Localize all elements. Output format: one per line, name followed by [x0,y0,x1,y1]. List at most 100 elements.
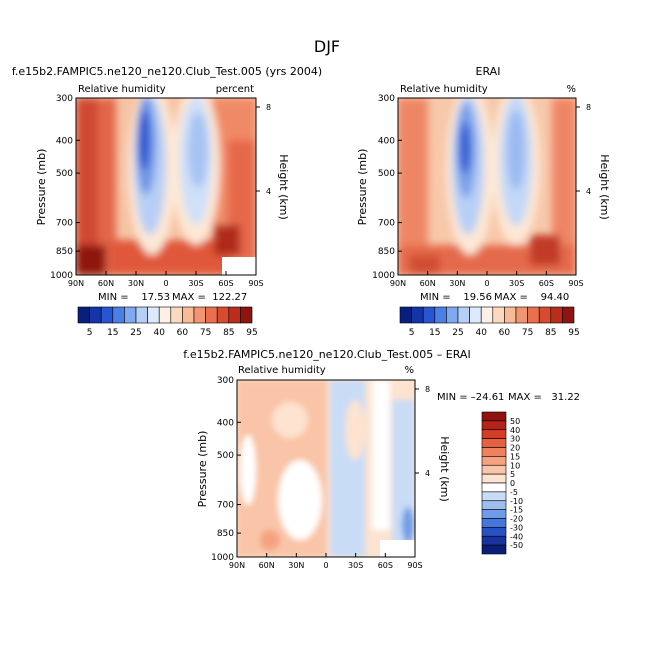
colorbar-box [112,306,125,324]
colorbar-box [170,306,183,324]
colorbar-label: -5 [510,488,518,497]
colorbar-box [481,491,507,502]
colorbar-box [481,544,507,555]
y2-tick-label: 4 [586,187,591,196]
y-tick-label: 400 [56,136,73,146]
panel-model-variable-label: Relative humidity [78,84,166,95]
colorbar-box [135,306,148,324]
y-tick-label: 700 [217,501,234,511]
panel-model-field [76,98,256,275]
colorbar-label: 25 [130,328,141,338]
y2-tick-label: 8 [266,103,271,112]
colorbar-box [538,306,552,324]
colorbar-box [434,306,447,324]
colorbar-box [504,306,517,324]
y-tick-label: 500 [56,169,73,179]
x-tick-label: 30S [509,279,524,288]
panel-erai-variable-label: Relative humidity [400,84,488,95]
x-tick-label: 90N [229,561,245,570]
colorbar-box [457,306,470,324]
y-tick-label: 1000 [50,271,73,281]
y-tick-label: 850 [378,247,395,257]
colorbar-label: 5 [87,328,93,338]
x-tick-label: 60N [98,279,114,288]
colorbar-label: 0 [510,479,515,488]
colorbar-box [481,527,507,537]
x-tick-label: 90S [407,561,422,570]
colorbar-box [89,306,102,324]
colorbar-box [492,306,505,324]
panel-model-colorbar: 5 15 25 40 60 75 85 95 [77,306,258,338]
colorbar-box [481,447,507,457]
x-tick-label: 30S [348,561,363,570]
colorbar-box [240,306,253,324]
x-tick-label: 30N [449,279,465,288]
panel-erai-y2label: Height (km) [598,154,611,220]
colorbar-box [228,306,241,324]
panel-erai-max: MAX = 94.40 [494,292,569,303]
colorbar-label: -50 [510,541,523,550]
colorbar-box [481,518,507,528]
colorbar-label: -10 [510,497,523,506]
x-tick-label: 90N [68,279,84,288]
x-tick-label: 60S [378,561,393,570]
colorbar-box [481,509,507,519]
colorbar-box [124,306,137,324]
y-tick-label: 500 [378,169,395,179]
colorbar-label: 95 [246,328,257,338]
colorbar-box [77,306,90,324]
colorbar-box [411,306,424,324]
colorbar-label: 50 [510,417,520,426]
colorbar-box [562,306,575,324]
colorbar-box [422,306,436,324]
x-tick-label: 60N [259,561,275,570]
colorbar-box [469,306,482,324]
colorbar-label: 15 [510,452,520,461]
colorbar-box [481,500,507,510]
colorbar-label: 40 [475,328,487,338]
panel-diff-y2label: Height (km) [438,436,451,502]
colorbar-label: 60 [177,328,189,338]
colorbar-box [216,306,230,324]
y-tick-label: 400 [217,418,234,428]
colorbar-box [193,306,206,324]
y-tick-label: 700 [378,219,395,229]
colorbar-label: 85 [223,328,234,338]
x-tick-label: 60N [420,279,436,288]
y-tick-label: 1000 [211,553,234,563]
panel-diff-title: f.e15b2.FAMPIC5.ne120_ne120.Club_Test.00… [183,348,470,361]
colorbar-label: -30 [510,523,523,532]
colorbar-label: 60 [499,328,511,338]
y-tick-label: 400 [378,136,395,146]
colorbar-box [481,411,507,422]
colorbar-box [481,473,507,484]
colorbar-label: 25 [452,328,463,338]
colorbar-label: 5 [510,470,515,479]
x-tick-label: 30S [188,279,203,288]
y-tick-label: 300 [56,94,73,104]
x-tick-label: 60S [539,279,554,288]
y-tick-label: 850 [56,247,73,257]
colorbar-label: 30 [510,435,520,444]
colorbar-box [158,306,172,324]
colorbar-box [527,306,540,324]
colorbar-label: 40 [153,328,165,338]
x-tick-label: 0 [484,279,489,288]
y2-tick-label: 4 [266,187,271,196]
colorbar-box [550,306,563,324]
panel-model-y2label: Height (km) [277,154,290,220]
figure-title: DJF [314,37,340,56]
panel-erai: ERAI Relative humidity % 300400500700850… [356,65,611,338]
colorbar-box [515,306,528,324]
x-tick-label: 90S [248,279,263,288]
panel-diff-ylabel: Pressure (mb) [196,431,209,508]
panel-diff-max: MAX = 31.22 [508,392,580,403]
y-tick-label: 500 [217,451,234,461]
colorbar-box [182,306,195,324]
colorbar-box [205,306,218,324]
colorbar-label: 15 [429,328,440,338]
panel-diff-units-label: % [404,365,414,376]
panel-model-title: f.e15b2.FAMPIC5.ne120_ne120.Club_Test.00… [12,65,322,78]
